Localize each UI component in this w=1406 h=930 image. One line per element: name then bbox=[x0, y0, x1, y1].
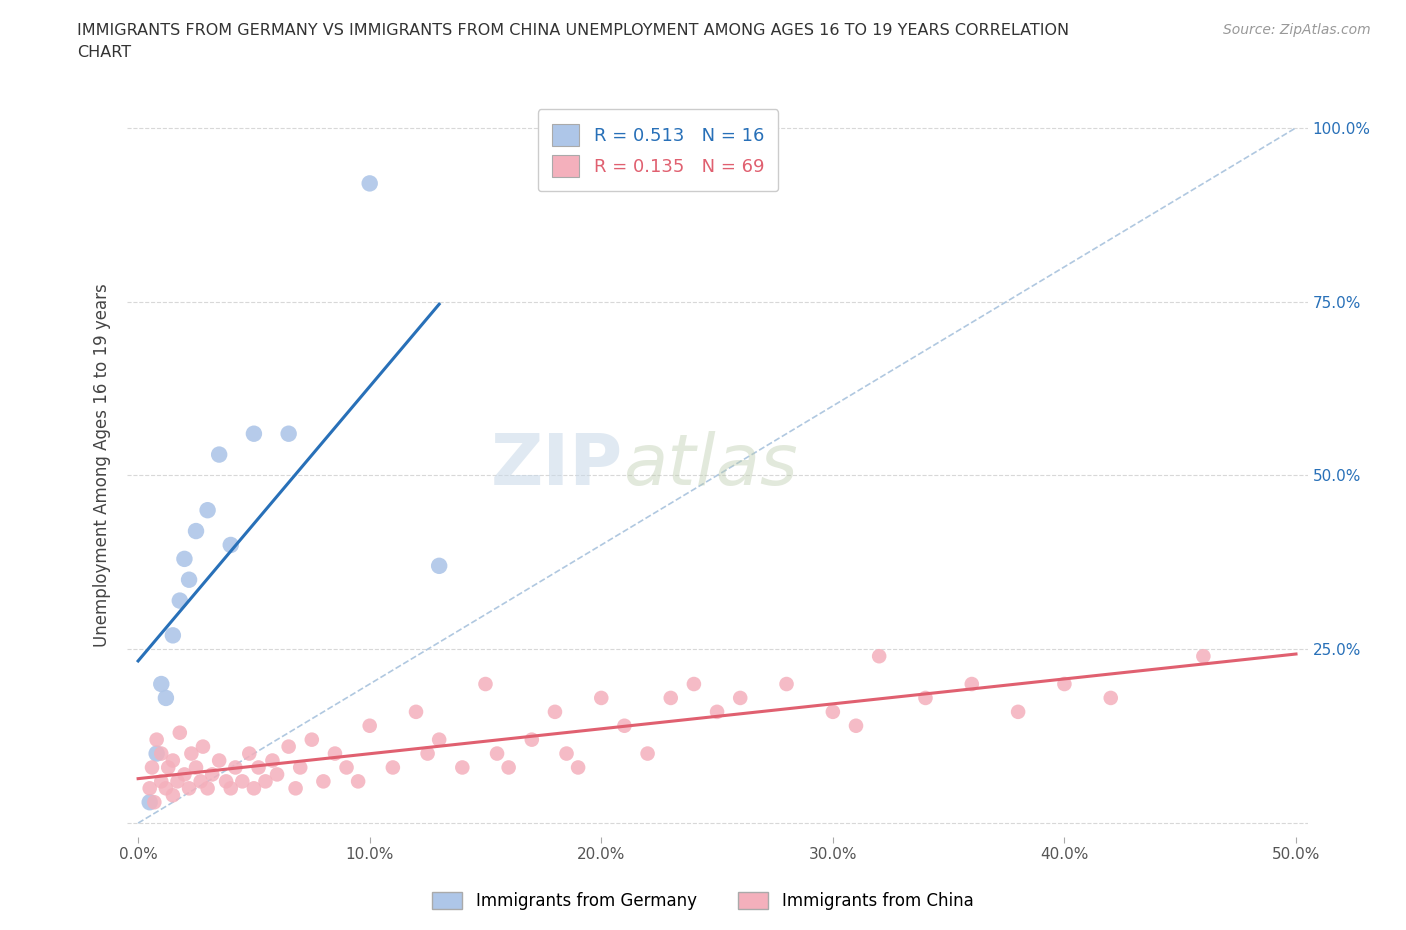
Point bbox=[290, 760, 312, 775]
Point bbox=[613, 718, 636, 733]
Point bbox=[162, 628, 184, 643]
Point bbox=[162, 753, 184, 768]
Point bbox=[1099, 690, 1122, 705]
Point bbox=[405, 704, 427, 719]
Point bbox=[138, 781, 160, 796]
Point bbox=[474, 677, 496, 692]
Point bbox=[173, 551, 195, 566]
Point bbox=[277, 739, 299, 754]
Point bbox=[284, 781, 307, 796]
Point bbox=[427, 732, 450, 747]
Point bbox=[706, 704, 728, 719]
Text: CHART: CHART bbox=[77, 45, 131, 60]
Point bbox=[312, 774, 335, 789]
Point bbox=[177, 781, 200, 796]
Point bbox=[262, 753, 284, 768]
Point bbox=[150, 677, 173, 692]
Point bbox=[219, 538, 242, 552]
Point bbox=[143, 795, 166, 810]
Point bbox=[184, 524, 207, 538]
Point bbox=[728, 690, 751, 705]
Point bbox=[138, 795, 160, 810]
Legend: Immigrants from Germany, Immigrants from China: Immigrants from Germany, Immigrants from… bbox=[426, 885, 980, 917]
Point bbox=[359, 718, 381, 733]
Point bbox=[155, 781, 177, 796]
Point bbox=[520, 732, 543, 747]
Point bbox=[498, 760, 520, 775]
Point bbox=[335, 760, 357, 775]
Point bbox=[238, 746, 260, 761]
Point bbox=[150, 774, 173, 789]
Legend: R = 0.513   N = 16, R = 0.135   N = 69: R = 0.513 N = 16, R = 0.135 N = 69 bbox=[537, 110, 779, 192]
Point bbox=[254, 774, 277, 789]
Point bbox=[277, 426, 299, 441]
Point bbox=[266, 767, 288, 782]
Point bbox=[145, 732, 167, 747]
Point bbox=[231, 774, 253, 789]
Point bbox=[775, 677, 797, 692]
Point bbox=[145, 746, 167, 761]
Point bbox=[177, 572, 200, 587]
Point bbox=[659, 690, 682, 705]
Point bbox=[215, 774, 238, 789]
Point bbox=[157, 760, 180, 775]
Point bbox=[155, 690, 177, 705]
Point bbox=[191, 739, 214, 754]
Point bbox=[197, 503, 219, 518]
Point bbox=[381, 760, 404, 775]
Point bbox=[555, 746, 578, 761]
Point bbox=[184, 760, 207, 775]
Text: IMMIGRANTS FROM GERMANY VS IMMIGRANTS FROM CHINA UNEMPLOYMENT AMONG AGES 16 TO 1: IMMIGRANTS FROM GERMANY VS IMMIGRANTS FR… bbox=[77, 23, 1070, 38]
Point bbox=[169, 725, 191, 740]
Point bbox=[359, 176, 381, 191]
Point bbox=[243, 781, 266, 796]
Point bbox=[868, 649, 890, 664]
Point bbox=[150, 746, 173, 761]
Point bbox=[427, 558, 450, 573]
Point bbox=[486, 746, 509, 761]
Point bbox=[166, 774, 188, 789]
Text: ZIP: ZIP bbox=[491, 431, 623, 499]
Point bbox=[162, 788, 184, 803]
Point bbox=[190, 774, 212, 789]
Point bbox=[173, 767, 195, 782]
Y-axis label: Unemployment Among Ages 16 to 19 years: Unemployment Among Ages 16 to 19 years bbox=[93, 283, 111, 647]
Point bbox=[247, 760, 270, 775]
Point bbox=[197, 781, 219, 796]
Point bbox=[637, 746, 659, 761]
Point bbox=[347, 774, 370, 789]
Point bbox=[416, 746, 439, 761]
Point bbox=[208, 753, 231, 768]
Point bbox=[208, 447, 231, 462]
Point bbox=[544, 704, 567, 719]
Point bbox=[219, 781, 242, 796]
Point bbox=[301, 732, 323, 747]
Point bbox=[567, 760, 589, 775]
Point bbox=[141, 760, 163, 775]
Point bbox=[169, 593, 191, 608]
Point bbox=[845, 718, 868, 733]
Point bbox=[683, 677, 706, 692]
Point bbox=[323, 746, 346, 761]
Point bbox=[1192, 649, 1215, 664]
Point bbox=[243, 426, 266, 441]
Point bbox=[1007, 704, 1029, 719]
Point bbox=[821, 704, 844, 719]
Point bbox=[591, 690, 613, 705]
Point bbox=[201, 767, 224, 782]
Text: Source: ZipAtlas.com: Source: ZipAtlas.com bbox=[1223, 23, 1371, 37]
Point bbox=[180, 746, 202, 761]
Point bbox=[451, 760, 474, 775]
Point bbox=[224, 760, 246, 775]
Point bbox=[960, 677, 983, 692]
Point bbox=[1053, 677, 1076, 692]
Point bbox=[914, 690, 936, 705]
Text: atlas: atlas bbox=[623, 431, 797, 499]
